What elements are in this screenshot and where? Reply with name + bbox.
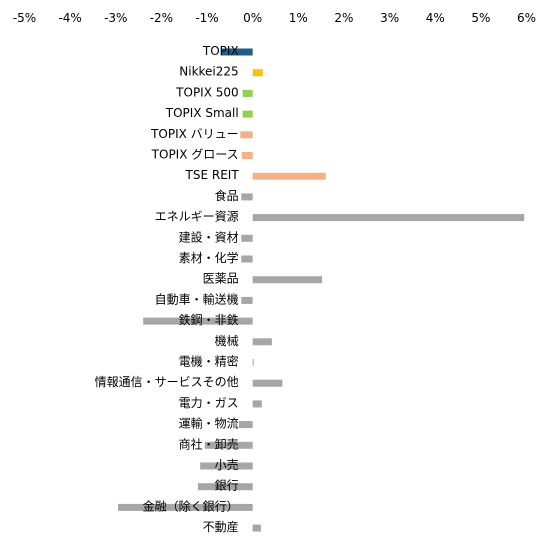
category-label: 食品: [215, 188, 239, 203]
category-label: 医薬品: [203, 272, 239, 286]
category-label: 電機・精密: [179, 354, 239, 369]
x-tick-label: 1%: [289, 11, 308, 25]
bar: [241, 296, 253, 304]
bars: [118, 48, 525, 532]
x-tick-label: -5%: [13, 11, 36, 25]
category-label: 自動車・輸送機: [155, 291, 239, 306]
bar: [252, 359, 254, 366]
bar: [241, 255, 253, 263]
bar: [200, 462, 253, 470]
bar: [241, 234, 253, 242]
x-tick-label: -3%: [104, 11, 127, 25]
bar: [242, 110, 253, 118]
category-label: 金融（除く銀行）: [143, 498, 239, 513]
category-label: TOPIX: [202, 44, 239, 58]
category-labels: TOPIX Nikkei225 TOPIX 500 TOPIX Small TOPIX …: [95, 44, 240, 534]
x-tick-label: 3%: [380, 11, 399, 25]
bar: [252, 379, 283, 387]
x-tick-label: 6%: [517, 11, 536, 25]
category-label: 鉄鋼・非鉄: [179, 312, 239, 327]
category-label: Nikkei225: [179, 65, 238, 79]
x-axis-ticks: -5% -4% -3% -2% -1% 0% 1% 2% 3% 4% 5% 6%: [13, 11, 536, 25]
x-tick-label: -2%: [150, 11, 173, 25]
category-label: 電力・ガス: [179, 396, 239, 410]
category-label: 運輸・物流: [179, 416, 239, 431]
bar: [220, 48, 253, 56]
category-label: 小売: [215, 457, 239, 472]
category-label: 不動産: [203, 519, 239, 534]
bar: [252, 69, 263, 77]
x-tick-label: 4%: [426, 11, 445, 25]
x-tick-label: -4%: [58, 11, 81, 25]
category-label: TOPIX バリュー: [150, 127, 239, 141]
category-label: TSE REIT: [185, 168, 240, 182]
bar: [252, 276, 323, 284]
category-label: エネルギー資源: [155, 210, 239, 224]
bar: [241, 193, 253, 201]
x-tick-label: 0%: [243, 11, 262, 25]
x-tick-label: -1%: [195, 11, 218, 25]
category-label: 銀行: [215, 479, 239, 493]
category-label: TOPIX Small: [165, 106, 239, 120]
bar: [252, 338, 272, 346]
category-label: 機械: [215, 333, 239, 348]
bar: [252, 524, 261, 532]
bar: [241, 152, 253, 159]
bar: [252, 214, 525, 222]
x-tick-label: 2%: [334, 11, 353, 25]
bar: [143, 317, 253, 325]
category-label: 情報通信・サービスその他: [95, 375, 239, 389]
x-tick-label: 5%: [471, 11, 490, 25]
bar: [197, 483, 253, 491]
bar: [252, 172, 326, 180]
bar: [118, 503, 253, 511]
category-label: 素材・化学: [179, 250, 239, 265]
bar: [238, 421, 253, 429]
bar: [252, 400, 262, 408]
bar: [242, 89, 253, 97]
bar: [204, 441, 253, 449]
bar: [240, 131, 253, 139]
category-label: TOPIX 500: [175, 85, 239, 99]
category-label: 建設・資材: [179, 229, 239, 244]
category-label: TOPIX グロース: [151, 148, 239, 162]
category-label: 商社・卸売: [179, 436, 239, 451]
